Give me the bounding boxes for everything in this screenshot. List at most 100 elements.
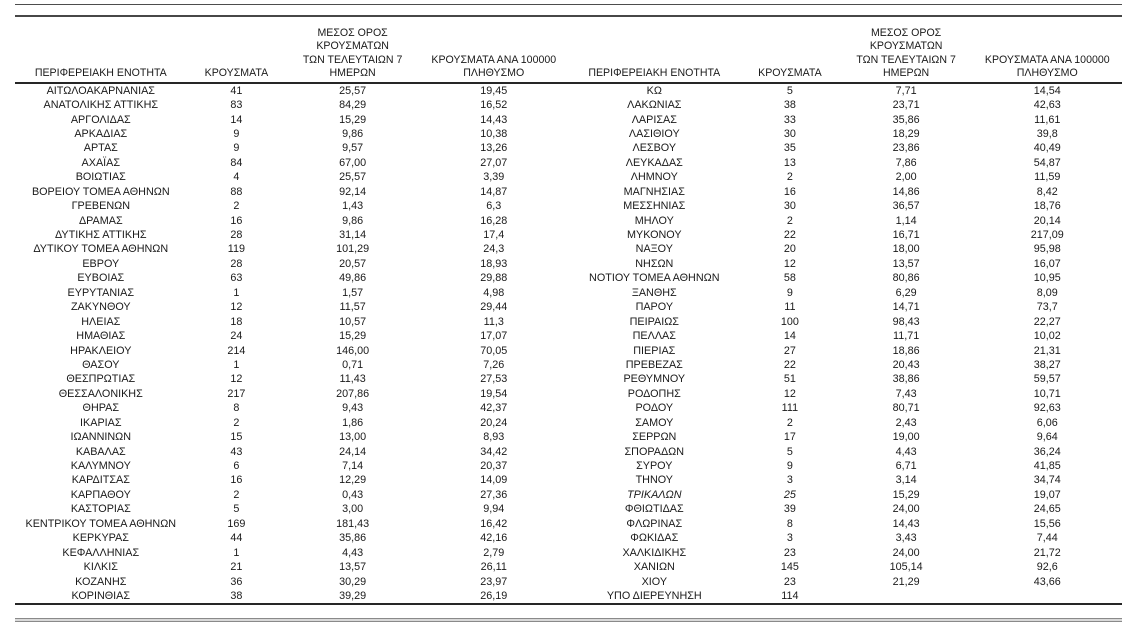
cell-region: ΚΑΣΤΟΡΙΑΣ (70, 503, 131, 516)
table-row: ΗΜΑΘΙΑΣ 24 15,29 17,07 (15, 329, 569, 343)
table-row: ΧΑΛΚΙΔΙΚΗΣ 23 24,00 21,72 (569, 546, 1123, 560)
cell-cases: 22 (783, 229, 796, 241)
cell-avg7: 3,14 (895, 474, 917, 487)
cell-avg7: 18,00 (892, 243, 920, 256)
cell-per100k: 10,71 (1033, 387, 1061, 400)
cell-cases: 36 (230, 575, 243, 588)
cell-region: ΛΗΜΝΟΥ (630, 171, 678, 184)
cell-cases: 18 (230, 315, 243, 328)
table-row: ΜΑΓΝΗΣΙΑΣ 16 14,86 8,42 (569, 185, 1123, 199)
table-row: ΚΑΡΔΙΤΣΑΣ 16 12,29 14,09 (15, 473, 569, 487)
table-row: ΚΕΡΚΥΡΑΣ 44 35,86 42,16 (15, 531, 569, 545)
cell-cases: 5 (786, 445, 793, 458)
cell-avg7: 18,86 (892, 344, 920, 357)
cell-avg7: 35,86 (339, 532, 367, 545)
table-row: ΧΑΝΙΩΝ 145 105,14 92,6 (569, 560, 1123, 574)
cell-avg7: 6,71 (895, 460, 917, 472)
table-row: ΛΗΜΝΟΥ 2 2,00 11,59 (569, 170, 1123, 184)
cell-cases: 28 (230, 257, 243, 270)
cell-cases: 9 (786, 460, 793, 472)
cell-avg7: 1,86 (342, 416, 364, 429)
cell-avg7: 21,29 (892, 575, 920, 588)
column-header-region-label: ΠΕΡΙΦΕΡΕΙΑΚΗ ΕΝΟΤΗΤΑ (588, 67, 721, 80)
cell-per100k: 16,07 (1033, 257, 1061, 270)
cell-cases: 9 (233, 127, 240, 140)
cell-per100k: 3,39 (483, 171, 505, 184)
cell-per100k: 26,11 (480, 561, 507, 574)
cell-avg7: 24,00 (892, 503, 920, 516)
cell-cases: 16 (783, 185, 796, 198)
column-header-avg7: ΜΕΣΟΣ ΟΡΟΣ ΚΡΟΥΣΜΑΤΩΝ ΤΩΝ ΤΕΛΕΥΤΑΙΩΝ 7 Η… (839, 17, 973, 84)
cell-region: ΑΡΚΑΔΙΑΣ (74, 127, 128, 140)
cell-avg7: 9,86 (342, 127, 364, 140)
cell-per100k: 43,66 (1033, 575, 1061, 588)
table-row: ΚΟΡΙΝΘΙΑΣ 38 39,29 26,19 (15, 589, 569, 604)
cell-region: ΦΘΙΩΤΙΔΑΣ (624, 503, 684, 516)
cell-region: ΧΙΟΥ (641, 575, 668, 588)
cell-avg7: 7,43 (895, 387, 917, 400)
cell-avg7: 84,29 (339, 99, 367, 112)
cell-avg7: 13,57 (892, 257, 920, 270)
table-row: ΡΕΘΥΜΝΟΥ 51 38,86 59,57 (569, 372, 1123, 386)
table-row: ΘΑΣΟΥ 1 0,71 7,26 (15, 358, 569, 372)
table-row: ΔΥΤΙΚΗΣ ΑΤΤΙΚΗΣ 28 31,14 17,4 (15, 228, 569, 242)
table-row: ΔΥΤΙΚΟΥ ΤΟΜΕΑ ΑΘΗΝΩΝ 119 101,29 24,3 (15, 242, 569, 256)
table-row: ΑΝΑΤΟΛΙΚΗΣ ΑΤΤΙΚΗΣ 83 84,29 16,52 (15, 98, 569, 112)
cell-per100k: 11,3 (483, 315, 504, 328)
table-row: ΘΗΡΑΣ 8 9,43 42,37 (15, 401, 569, 415)
cell-per100k: 70,05 (480, 344, 508, 357)
cell-per100k (973, 589, 1122, 604)
cell-region: ΑΧΑΪΑΣ (81, 156, 121, 169)
cell-per100k: 217,09 (1030, 229, 1064, 241)
cell-cases: 21 (230, 561, 243, 574)
cell-cases: 16 (230, 214, 243, 227)
table-row: ΜΥΚΟΝΟΥ 22 16,71 217,09 (569, 228, 1123, 242)
table-row: ΚΩ 5 7,71 14,54 (569, 83, 1123, 98)
cell-cases: 22 (783, 358, 796, 371)
cell-cases: 119 (227, 243, 245, 256)
cell-cases: 88 (230, 185, 243, 198)
cell-per100k: 6,3 (486, 200, 502, 213)
cell-avg7: 14,43 (892, 517, 920, 530)
cell-cases: 41 (230, 84, 243, 97)
cell-region: ΛΑΚΩΝΙΑΣ (627, 99, 682, 112)
cell-cases: 27 (783, 344, 796, 357)
table-row: ΗΡΑΚΛΕΙΟΥ 214 146,00 70,05 (15, 344, 569, 358)
cell-avg7: 23,86 (892, 142, 920, 155)
cell-cases: 25 (783, 488, 796, 501)
cell-avg7: 4,43 (342, 546, 364, 559)
table-row: ΝΑΞΟΥ 20 18,00 95,98 (569, 242, 1123, 256)
table-row: ΛΕΥΚΑΔΑΣ 13 7,86 54,87 (569, 156, 1123, 170)
cell-region: ΞΑΝΘΗΣ (631, 286, 677, 299)
table-row: ΚΑΛΥΜΝΟΥ 6 7,14 20,37 (15, 459, 569, 473)
cell-cases: 14 (230, 113, 243, 126)
column-header-cases: ΚΡΟΥΣΜΑΤΑ (740, 17, 840, 84)
cell-region: ΑΡΓΟΛΙΔΑΣ (70, 113, 131, 126)
cell-cases: 24 (230, 330, 243, 343)
column-header-cases: ΚΡΟΥΣΜΑΤΑ (186, 17, 287, 84)
table-header: ΠΕΡΙΦΕΡΕΙΑΚΗ ΕΝΟΤΗΤΑ ΚΡΟΥΣΜΑΤΑ ΜΕΣΟΣ ΟΡΟ… (15, 17, 569, 84)
cell-avg7: 38,86 (892, 373, 920, 386)
cell-avg7: 9,43 (342, 402, 364, 415)
cell-cases: 13 (783, 156, 796, 169)
cell-per100k: 27,36 (480, 488, 508, 501)
cell-avg7: 15,29 (339, 330, 367, 343)
cell-region: ΕΒΡΟΥ (82, 257, 120, 270)
table-row: ΠΕΙΡΑΙΩΣ 100 98,43 22,27 (569, 315, 1123, 329)
table-row: ΦΘΙΩΤΙΔΑΣ 39 24,00 24,65 (569, 502, 1123, 516)
cell-region: ΥΠΟ ΔΙΕΡΕΥΝΗΣΗ (606, 589, 702, 602)
cell-per100k: 9,94 (483, 503, 505, 516)
table-row: ΙΚΑΡΙΑΣ 2 1,86 20,24 (15, 416, 569, 430)
cell-cases: 84 (230, 156, 243, 169)
table-row: ΧΙΟΥ 23 21,29 43,66 (569, 575, 1123, 589)
cell-per100k: 40,49 (1033, 142, 1061, 155)
cell-region: ΗΡΑΚΛΕΙΟΥ (70, 344, 132, 357)
table-row: ΠΙΕΡΙΑΣ 27 18,86 21,31 (569, 344, 1123, 358)
cell-region: ΣΥΡΟΥ (636, 460, 673, 472)
cell-per100k: 26,19 (480, 589, 508, 602)
cell-region: ΚΕΡΚΥΡΑΣ (72, 532, 129, 545)
cell-avg7: 11,43 (339, 373, 366, 386)
cell-region: ΚΑΡΔΙΤΣΑΣ (71, 474, 130, 487)
cell-cases: 30 (783, 200, 796, 213)
cell-cases: 2 (233, 416, 240, 429)
